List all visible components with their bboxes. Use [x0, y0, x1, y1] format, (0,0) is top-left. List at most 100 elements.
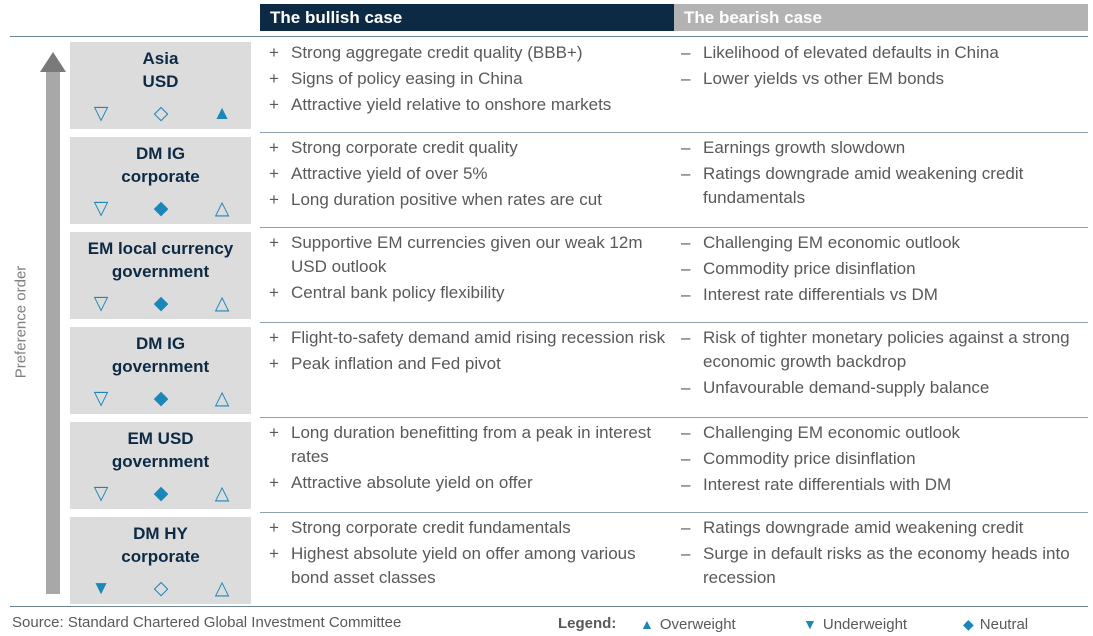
point-text: Commodity price disinflation — [703, 449, 916, 468]
point-text: Lower yields vs other EM bonds — [703, 69, 944, 88]
bullish-point: + Attractive yield of over 5% — [268, 162, 668, 186]
minus-icon: – — [681, 285, 691, 304]
underweight-outline-icon: ▽ — [93, 293, 109, 314]
bullish-point: + Supportive EM currencies given our weak… — [268, 231, 668, 279]
row-divider — [260, 417, 1088, 418]
bottom-divider — [10, 606, 1088, 607]
point-text: Long duration positive when rates are cu… — [291, 190, 602, 209]
overweight-outline-icon: △ — [214, 483, 230, 504]
neutral-filled-icon: ◆ — [153, 388, 169, 409]
minus-icon: – — [681, 328, 691, 347]
point-text: Long duration benefitting from a peak in… — [291, 423, 652, 466]
underweight-icon: ▼ — [803, 616, 817, 632]
bullish-point: + Signs of policy easing in China — [268, 67, 668, 91]
point-text: Attractive absolute yield on offer — [291, 473, 533, 492]
point-text: Ratings downgrade amid weakening credit — [703, 518, 1024, 537]
overweight-outline-icon: △ — [214, 198, 230, 219]
point-text: Attractive yield of over 5% — [291, 164, 488, 183]
plus-icon: + — [269, 43, 279, 62]
plus-icon: + — [269, 190, 279, 209]
bullish-point: + Strong aggregate credit quality (BBB+) — [268, 41, 668, 65]
asset-class-name: Asia USD — [142, 49, 179, 91]
neutral-filled-icon: ◆ — [153, 198, 169, 219]
minus-icon: – — [681, 233, 691, 252]
point-text: Flight-to-safety demand amid rising rece… — [291, 328, 666, 347]
plus-icon: + — [269, 544, 279, 563]
point-text: Surge in default risks as the economy he… — [703, 544, 1070, 587]
minus-icon: – — [681, 69, 691, 88]
minus-icon: – — [681, 164, 691, 183]
bullish-point: + Peak inflation and Fed pivot — [268, 352, 668, 376]
asset-class-row: EM USD government ▽ ◆ △ + Long duration benef… — [68, 418, 1088, 513]
bearish-point: – Interest rate differentials with DM — [680, 473, 1084, 497]
asset-class-row: DM IG government ▽ ◆ △ + Flight-to-safety dem… — [68, 323, 1088, 418]
asset-class-box: DM IG corporate ▽ ◆ △ — [70, 137, 251, 224]
point-text: Attractive yield relative to onshore mar… — [291, 95, 612, 114]
asset-class-row: DM IG corporate ▽ ◆ △ + Strong corporate cred… — [68, 133, 1088, 228]
legend-title-text: Legend: — [558, 615, 617, 632]
overweight-outline-icon: △ — [214, 293, 230, 314]
neutral-filled-icon: ◆ — [153, 293, 169, 314]
bearish-point: – Commodity price disinflation — [680, 447, 1084, 471]
underweight-outline-icon: ▽ — [93, 198, 109, 219]
point-text: Signs of policy easing in China — [291, 69, 523, 88]
bearish-points: – Challenging EM economic outlook – Commodi… — [680, 231, 1084, 309]
legend-underweight: ▼ Underweight — [803, 614, 907, 635]
point-text: Unfavourable demand-supply balance — [703, 378, 990, 397]
overweight-icon: ▲ — [640, 616, 654, 632]
row-divider — [260, 322, 1088, 323]
bearish-point: – Risk of tighter monetary policies again… — [680, 326, 1084, 374]
preference-order-label: Preference order — [12, 265, 30, 379]
legend-overweight-label: Overweight — [659, 616, 736, 633]
point-text: Commodity price disinflation — [703, 259, 916, 278]
point-text: Strong corporate credit quality — [291, 138, 518, 157]
legend-neutral: ◆ Neutral — [963, 614, 1028, 635]
bearish-point: – Interest rate differentials vs DM — [680, 283, 1084, 307]
asset-class-name: EM USD government — [111, 429, 210, 471]
bullish-point: + Attractive absolute yield on offer — [268, 471, 668, 495]
bullish-point: + Flight-to-safety demand amid rising rec… — [268, 326, 668, 350]
point-text: Peak inflation and Fed pivot — [291, 354, 501, 373]
minus-icon: – — [681, 423, 691, 442]
plus-icon: + — [269, 138, 279, 157]
plus-icon: + — [269, 164, 279, 183]
point-text: Strong aggregate credit quality (BBB+) — [291, 43, 583, 62]
bearish-point: – Ratings downgrade amid weakening credit — [680, 516, 1084, 540]
row-divider — [260, 512, 1088, 513]
point-text: Interest rate differentials vs DM — [703, 285, 938, 304]
point-text: Highest absolute yield on offer among va… — [291, 544, 636, 587]
bullish-point: + Strong corporate credit fundamentals — [268, 516, 668, 540]
point-text: Central bank policy flexibility — [291, 283, 505, 302]
bearish-case-header: The bearish case — [674, 4, 1088, 31]
bearish-points: – Likelihood of elevated defaults in Chin… — [680, 41, 1084, 93]
top-divider — [10, 36, 1088, 37]
asset-class-name: DM HY corporate — [121, 524, 200, 566]
bearish-point: – Challenging EM economic outlook — [680, 421, 1084, 445]
asset-class-box: EM USD government ▽ ◆ △ — [70, 422, 251, 509]
bearish-point: – Surge in default risks as the economy h… — [680, 542, 1084, 590]
row-divider — [260, 227, 1088, 228]
asset-class-row: EM local currency government ▽ ◆ △ + Supporti… — [68, 228, 1088, 323]
underweight-outline-icon: ▽ — [93, 388, 109, 409]
plus-icon: + — [269, 328, 279, 347]
plus-icon: + — [269, 518, 279, 537]
neutral-outline-icon: ◇ — [153, 103, 169, 124]
asset-class-box: DM HY corporate ▼ ◇ △ — [70, 517, 251, 604]
underweight-filled-icon: ▼ — [91, 578, 111, 599]
bearish-point: – Challenging EM economic outlook — [680, 231, 1084, 255]
preference-arrow-icon — [40, 52, 66, 594]
source-note: Source: Standard Chartered Global Invest… — [12, 614, 402, 631]
minus-icon: – — [681, 518, 691, 537]
asset-class-box: EM local currency government ▽ ◆ △ — [70, 232, 251, 319]
plus-icon: + — [269, 354, 279, 373]
bearish-points: – Challenging EM economic outlook – Commodi… — [680, 421, 1084, 499]
bearish-points: – Risk of tighter monetary policies again… — [680, 326, 1084, 402]
bullish-point: + Long duration positive when rates are c… — [268, 188, 668, 212]
bearish-point: – Lower yields vs other EM bonds — [680, 67, 1084, 91]
bullish-point: + Strong corporate credit quality — [268, 136, 668, 160]
row-divider — [260, 132, 1088, 133]
legend-title: Legend: — [558, 614, 616, 634]
point-text: Risk of tighter monetary policies agains… — [703, 328, 1070, 371]
neutral-icon: ◆ — [963, 616, 974, 632]
point-text: Interest rate differentials with DM — [703, 475, 952, 494]
